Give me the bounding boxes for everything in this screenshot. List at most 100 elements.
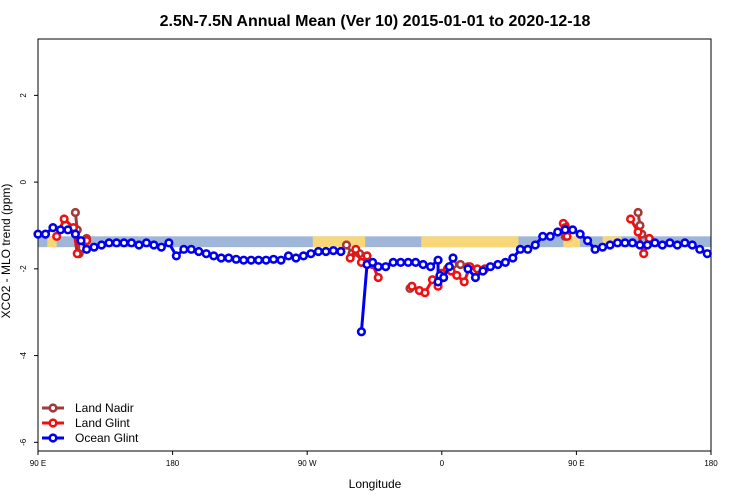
- data-point: [40, 229, 51, 239]
- data-point: [680, 238, 690, 248]
- data-point: [403, 257, 413, 267]
- data-point: [493, 259, 503, 270]
- land-band-segment: [47, 236, 57, 248]
- data-point: [321, 246, 331, 257]
- data-point: [633, 207, 643, 218]
- data-point: [239, 255, 249, 265]
- data-point: [612, 238, 623, 248]
- data-point: [33, 229, 43, 239]
- data-point: [626, 214, 636, 224]
- data-point: [687, 240, 697, 250]
- data-point: [530, 240, 540, 250]
- data-point: [253, 255, 264, 265]
- data-point: [463, 264, 473, 274]
- data-point: [171, 251, 181, 261]
- data-point: [186, 244, 196, 254]
- y-tick-label: 2: [19, 93, 28, 98]
- data-point: [590, 244, 600, 254]
- data-point: [291, 253, 301, 263]
- data-point: [261, 255, 271, 265]
- data-point: [478, 266, 488, 276]
- x-tick-label: 180: [704, 459, 718, 468]
- x-tick-label: 90 W: [298, 459, 317, 468]
- data-point: [96, 240, 107, 250]
- y-axis-label: XCO2 - MLO trend (ppm): [0, 184, 13, 319]
- y-tick-label: -4: [19, 351, 28, 359]
- ocean-band: [38, 236, 711, 248]
- data-point: [82, 244, 92, 254]
- legend-swatch-marker: [48, 403, 58, 413]
- data-point: [470, 272, 481, 283]
- data-point: [149, 240, 159, 250]
- data-point: [388, 257, 398, 267]
- data-point: [500, 257, 510, 267]
- y-tick-label: 0: [19, 179, 28, 184]
- series-layer: [33, 207, 712, 337]
- data-point: [642, 240, 653, 250]
- data-point: [605, 240, 615, 250]
- x-axis-label: Longitude: [349, 477, 402, 491]
- series-ocean-glint: [33, 223, 712, 337]
- data-point: [55, 225, 66, 235]
- data-point: [650, 238, 660, 248]
- x-tick-label: 180: [166, 459, 180, 468]
- data-point: [362, 251, 372, 261]
- data-point: [156, 242, 166, 252]
- data-point: [452, 270, 462, 280]
- data-point: [209, 251, 219, 261]
- legend-label: Land Glint: [75, 416, 130, 430]
- data-point: [665, 238, 675, 248]
- data-point: [420, 288, 430, 298]
- y-axis: 2 0 -2 -4 -6: [19, 93, 38, 446]
- data-point: [48, 223, 58, 233]
- x-tick-label: 90 E: [568, 459, 584, 468]
- data-point: [341, 240, 352, 250]
- data-point: [657, 240, 667, 250]
- data-point: [283, 251, 294, 261]
- y-tick-label: -2: [19, 265, 28, 273]
- data-point: [627, 238, 638, 248]
- data-point: [597, 242, 608, 252]
- data-point: [560, 225, 570, 235]
- data-point: [455, 259, 466, 270]
- data-point: [336, 246, 346, 257]
- data-point: [111, 238, 122, 248]
- data-point: [59, 214, 69, 224]
- data-point: [575, 229, 585, 239]
- legend-label: Land Nadir: [75, 401, 134, 415]
- data-point: [568, 225, 578, 235]
- data-point: [545, 231, 555, 241]
- data-point: [246, 255, 256, 265]
- data-point: [141, 238, 152, 248]
- legend-label: Ocean Glint: [75, 431, 139, 445]
- data-point: [523, 244, 533, 254]
- data-point: [695, 244, 705, 254]
- data-point: [418, 259, 428, 270]
- data-point: [672, 240, 682, 250]
- data-point: [179, 244, 189, 254]
- data-point: [459, 277, 469, 287]
- data-point: [407, 281, 417, 291]
- data-point: [515, 244, 525, 254]
- y-tick-label: -6: [19, 438, 28, 446]
- plot-frame: [37, 38, 712, 452]
- land-band-segment: [312, 236, 366, 248]
- data-point: [231, 254, 241, 264]
- data-point: [126, 238, 137, 248]
- land-band-segment: [421, 236, 519, 248]
- data-point: [633, 227, 643, 237]
- data-point: [134, 240, 144, 250]
- data-point: [351, 244, 361, 254]
- x-tick-label: 90 E: [30, 459, 46, 468]
- data-point: [72, 249, 82, 259]
- data-point: [439, 272, 449, 283]
- data-point: [164, 238, 174, 248]
- legend-swatch-marker: [48, 433, 58, 443]
- data-point: [553, 227, 563, 237]
- data-point: [70, 229, 80, 239]
- data-point: [89, 242, 99, 252]
- data-point: [411, 257, 421, 267]
- data-point: [313, 246, 324, 257]
